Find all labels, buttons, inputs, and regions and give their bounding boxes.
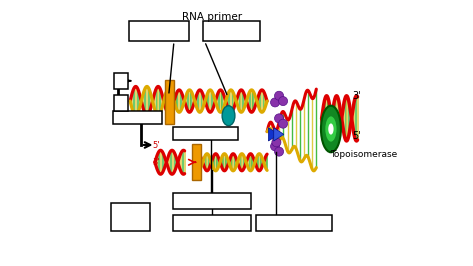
Text: 5': 5' [352,131,361,141]
Bar [203,21,261,41]
Text: 5': 5' [153,141,160,150]
Bar [173,193,251,209]
Text: 3': 3' [352,91,361,101]
Circle shape [271,98,280,107]
Bar [256,215,332,231]
Circle shape [271,142,280,151]
Ellipse shape [328,123,333,135]
Text: RNA primer: RNA primer [182,12,242,22]
Circle shape [279,97,288,106]
Text: 3': 3' [153,158,160,167]
Ellipse shape [325,117,336,142]
Bar [166,80,174,124]
Bar [173,215,251,231]
Circle shape [274,147,284,156]
Bar [114,73,128,89]
Bar [112,203,150,231]
Text: Topoisomerase: Topoisomerase [330,150,397,159]
Ellipse shape [222,106,235,126]
Polygon shape [268,128,279,141]
Circle shape [274,114,284,123]
Bar [192,144,201,180]
Bar [113,111,162,124]
Bar [173,127,238,140]
Circle shape [279,119,288,128]
Circle shape [274,91,284,100]
Circle shape [272,138,281,147]
Bar [129,21,189,41]
Polygon shape [274,128,284,141]
Bar [114,95,128,111]
Ellipse shape [321,106,341,152]
